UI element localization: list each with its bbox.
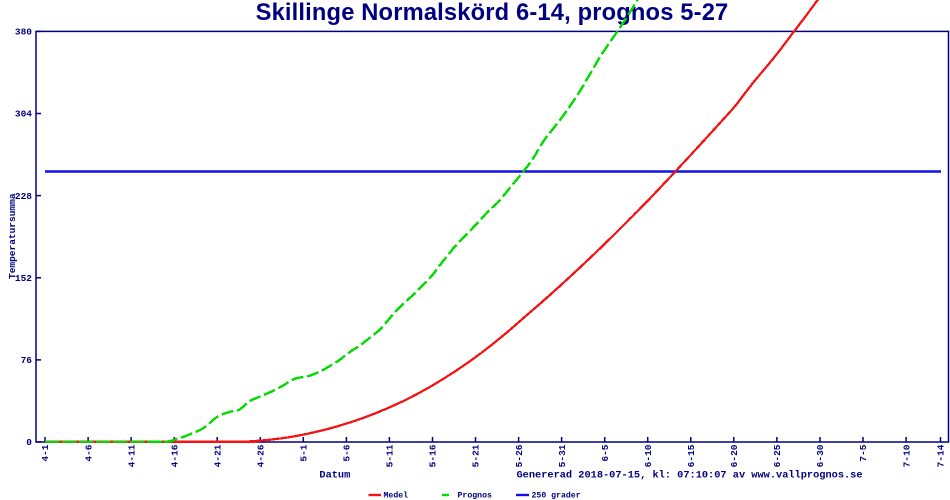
svg-text:Temperatursumma: Temperatursumma bbox=[7, 193, 18, 279]
svg-text:5-16: 5-16 bbox=[428, 444, 439, 467]
svg-text:228: 228 bbox=[15, 191, 32, 202]
svg-text:5-6: 5-6 bbox=[342, 444, 353, 461]
svg-text:0: 0 bbox=[26, 437, 32, 448]
svg-text:6-20: 6-20 bbox=[729, 444, 740, 467]
svg-text:5-1: 5-1 bbox=[299, 444, 310, 461]
svg-text:152: 152 bbox=[15, 273, 32, 284]
svg-text:6-5: 6-5 bbox=[600, 444, 611, 461]
svg-text:6-30: 6-30 bbox=[815, 444, 826, 467]
svg-text:5-26: 5-26 bbox=[514, 444, 525, 467]
svg-text:Medel: Medel bbox=[384, 491, 409, 500]
svg-text:4-11: 4-11 bbox=[126, 444, 137, 467]
svg-text:7-10: 7-10 bbox=[901, 444, 912, 467]
svg-text:6-25: 6-25 bbox=[772, 444, 783, 467]
svg-text:380: 380 bbox=[15, 27, 32, 38]
svg-text:76: 76 bbox=[21, 355, 33, 366]
svg-text:7-5: 7-5 bbox=[858, 444, 869, 461]
svg-text:6-15: 6-15 bbox=[686, 444, 697, 467]
svg-text:304: 304 bbox=[15, 109, 32, 120]
svg-text:4-16: 4-16 bbox=[169, 444, 180, 467]
svg-text:4-26: 4-26 bbox=[256, 444, 267, 467]
svg-text:5-21: 5-21 bbox=[471, 444, 482, 467]
svg-text:7-14: 7-14 bbox=[936, 444, 947, 467]
svg-text:4-1: 4-1 bbox=[40, 444, 51, 461]
svg-text:5-11: 5-11 bbox=[385, 444, 396, 467]
svg-text:Datum: Datum bbox=[319, 470, 350, 482]
svg-text:Skillinge Normalskörd 6-14, pr: Skillinge Normalskörd 6-14, prognos 5-27 bbox=[256, 0, 729, 26]
svg-text:6-10: 6-10 bbox=[643, 444, 654, 467]
svg-text:4-6: 4-6 bbox=[83, 444, 94, 461]
svg-text:4-21: 4-21 bbox=[212, 444, 223, 467]
svg-text:5-31: 5-31 bbox=[557, 444, 568, 467]
svg-text:Prognos: Prognos bbox=[458, 492, 492, 500]
svg-text:Genererad 2018-07-15, kl: 07:1: Genererad 2018-07-15, kl: 07:10:07 av ww… bbox=[517, 470, 863, 482]
svg-text:250 grader: 250 grader bbox=[532, 491, 581, 500]
